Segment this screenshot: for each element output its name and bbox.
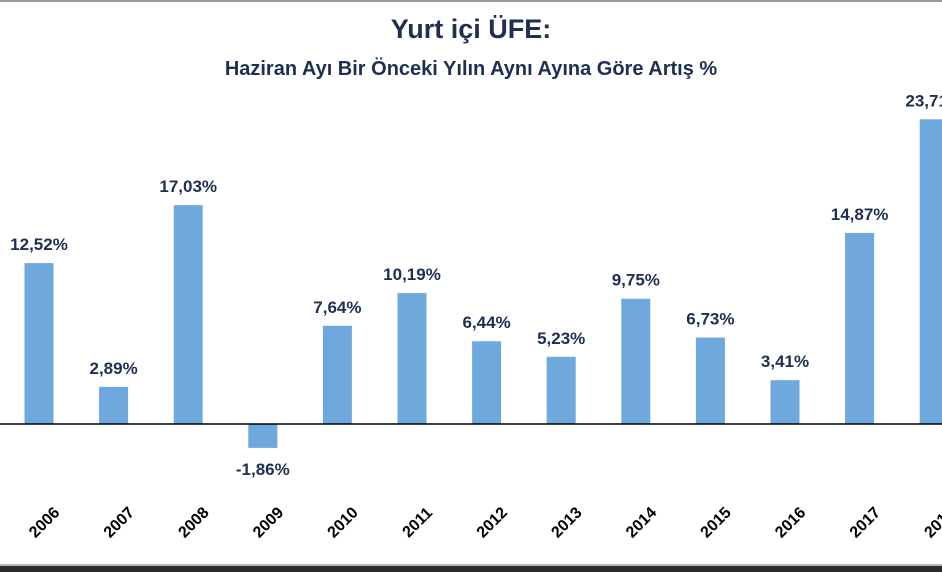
bar-2017 xyxy=(845,232,875,424)
data-label-2012: 6,44% xyxy=(462,313,510,332)
data-label-2013: 5,23% xyxy=(537,329,585,348)
bar-2012 xyxy=(472,341,502,424)
data-label-2011: 10,19% xyxy=(383,265,441,284)
x-tick-label-2016: 2016 xyxy=(772,504,809,541)
data-label-2018: 23,71% xyxy=(905,91,942,110)
data-label-2015: 6,73% xyxy=(686,310,734,329)
x-tick-label-2014: 2014 xyxy=(623,504,660,541)
bar-2007 xyxy=(99,386,129,424)
x-tick-label-2006: 2006 xyxy=(26,504,63,541)
x-tick-label-2015: 2015 xyxy=(698,504,735,541)
x-tick-label-2018: 2018 xyxy=(921,504,942,541)
data-labels-layer: 12,52% 2,89% 17,03% -1,86% 7,64% 10,19% 6,44% 5… xyxy=(10,91,942,479)
bars-layer xyxy=(24,119,942,448)
bottom-border-highlight xyxy=(0,564,942,566)
data-label-2016: 3,41% xyxy=(761,352,809,371)
data-label-2008: 17,03% xyxy=(159,177,217,196)
top-border xyxy=(0,0,942,2)
bar-2018 xyxy=(919,119,942,424)
chart-title: Yurt içi ÜFE: xyxy=(390,14,552,44)
x-tick-label-2011: 2011 xyxy=(400,504,437,541)
chart-subtitle: Haziran Ayı Bir Önceki Yılın Aynı Ayına … xyxy=(224,58,718,80)
x-tick-label-2012: 2012 xyxy=(474,504,511,541)
data-label-2017: 14,87% xyxy=(831,205,889,224)
x-tick-label-2008: 2008 xyxy=(175,504,212,541)
x-tick-label-2010: 2010 xyxy=(325,504,362,541)
data-label-2014: 9,75% xyxy=(612,271,660,290)
x-tick-label-2017: 2017 xyxy=(847,504,884,541)
bar-2011 xyxy=(397,293,427,424)
data-label-2006: 12,52% xyxy=(10,235,68,254)
bar-2010 xyxy=(322,325,352,424)
bar-2016 xyxy=(770,380,800,424)
x-tick-label-2009: 2009 xyxy=(250,504,287,541)
bar-2015 xyxy=(695,337,725,424)
bar-2009 xyxy=(248,424,278,448)
x-tick-label-2013: 2013 xyxy=(548,504,585,541)
data-label-2009: -1,86% xyxy=(236,460,290,479)
data-label-2010: 7,64% xyxy=(313,298,361,317)
bottom-border xyxy=(0,566,942,572)
x-tick-label-2007: 2007 xyxy=(101,504,138,541)
bar-2006 xyxy=(24,263,54,424)
x-tick-labels-layer: 2006 2007 2008 2009 2010 2011 2012 2013 2014 2015… xyxy=(26,504,942,541)
data-label-2007: 2,89% xyxy=(89,359,137,378)
bar-2008 xyxy=(173,205,203,424)
bar-2014 xyxy=(621,298,651,424)
bar-2013 xyxy=(546,356,576,424)
